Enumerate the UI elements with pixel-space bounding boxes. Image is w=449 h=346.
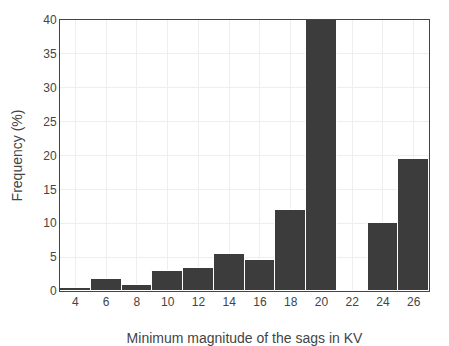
svg-text:35: 35 bbox=[43, 47, 57, 61]
svg-text:0: 0 bbox=[50, 284, 57, 298]
svg-text:8: 8 bbox=[134, 295, 141, 309]
svg-text:Frequency (%): Frequency (%) bbox=[9, 110, 25, 202]
svg-text:16: 16 bbox=[253, 295, 267, 309]
svg-text:Minimum magnitude of the sags: Minimum magnitude of the sags in KV bbox=[127, 330, 363, 346]
svg-text:14: 14 bbox=[222, 295, 236, 309]
svg-text:5: 5 bbox=[50, 250, 57, 264]
svg-text:20: 20 bbox=[43, 149, 57, 163]
svg-text:15: 15 bbox=[43, 183, 57, 197]
svg-text:12: 12 bbox=[192, 295, 206, 309]
svg-text:30: 30 bbox=[43, 81, 57, 95]
svg-text:24: 24 bbox=[376, 295, 390, 309]
svg-text:20: 20 bbox=[315, 295, 329, 309]
svg-text:10: 10 bbox=[161, 295, 175, 309]
svg-text:6: 6 bbox=[103, 295, 110, 309]
svg-text:10: 10 bbox=[43, 216, 57, 230]
svg-text:22: 22 bbox=[345, 295, 359, 309]
svg-text:40: 40 bbox=[43, 13, 57, 27]
svg-text:18: 18 bbox=[284, 295, 298, 309]
svg-text:4: 4 bbox=[72, 295, 79, 309]
svg-text:25: 25 bbox=[43, 115, 57, 129]
svg-text:26: 26 bbox=[407, 295, 421, 309]
